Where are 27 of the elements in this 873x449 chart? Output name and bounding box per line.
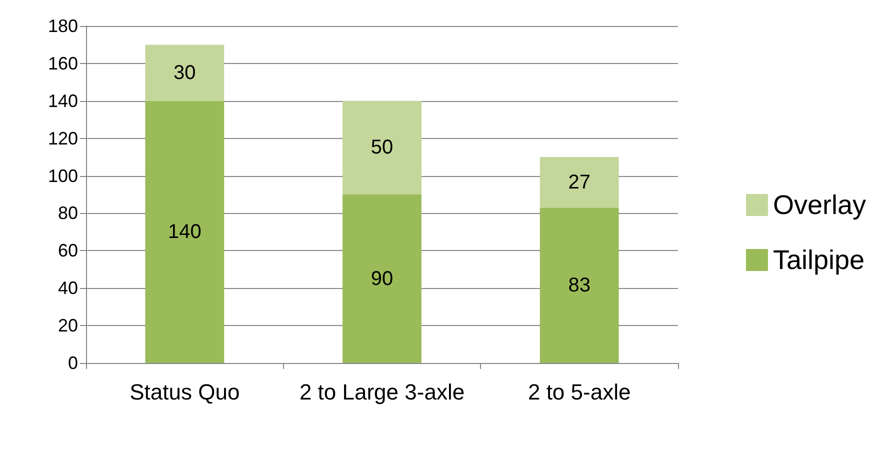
bar — [540, 208, 619, 363]
bar — [540, 157, 619, 208]
y-tick-label: 40 — [58, 278, 78, 298]
bar — [342, 100, 422, 194]
data-label: 27 — [568, 171, 590, 194]
legend-label: Overlay — [772, 190, 866, 220]
legend-label: Tailpipe — [772, 245, 865, 275]
x-tick-label: 2 to Large 3-axle — [299, 380, 465, 404]
y-tick-label: 60 — [58, 240, 78, 261]
y-tick-label: 120 — [48, 128, 78, 148]
bar — [145, 100, 224, 363]
bar — [145, 44, 224, 101]
x-tick-label: 2 to 5-axle — [528, 380, 631, 404]
y-tick-label: 160 — [48, 53, 78, 74]
bar — [342, 194, 422, 363]
y-tick-label: 100 — [48, 166, 78, 186]
data-label: 83 — [568, 274, 590, 296]
x-tick-label: Status Quo — [130, 380, 240, 404]
y-tick-label: 0 — [68, 353, 78, 373]
data-label: 90 — [370, 268, 394, 290]
y-tick-label: 180 — [48, 16, 78, 36]
data-label: 50 — [370, 136, 394, 159]
y-tick-label: 80 — [58, 203, 78, 224]
y-tick-label: 140 — [48, 90, 78, 111]
y-tick-label: 20 — [58, 316, 78, 336]
data-label: 140 — [168, 220, 202, 243]
data-label: 30 — [174, 62, 196, 84]
